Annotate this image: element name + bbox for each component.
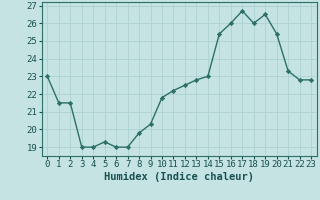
X-axis label: Humidex (Indice chaleur): Humidex (Indice chaleur) bbox=[104, 172, 254, 182]
